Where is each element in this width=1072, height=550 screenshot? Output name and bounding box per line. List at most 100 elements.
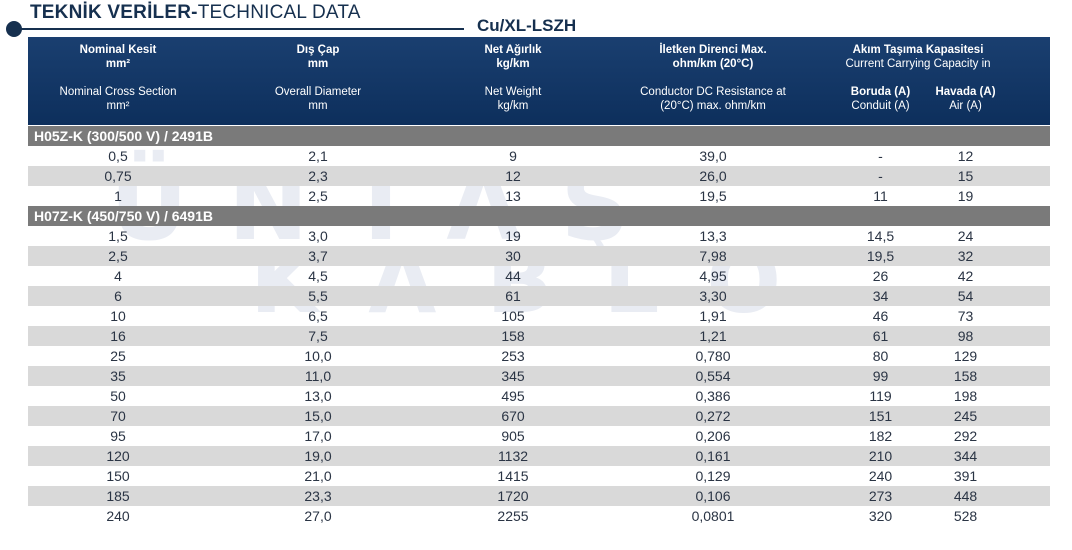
col-cross-section-en: Nominal Cross Section mm² xyxy=(59,86,177,112)
col-resistance-tr: İletken Direnci Max. ohm/km (20°C) xyxy=(659,44,767,70)
col-conduit: Boruda (A) Conduit (A) xyxy=(850,86,911,112)
cell-resistance: 0,161 xyxy=(695,448,731,464)
cell-resistance: 3,30 xyxy=(699,288,727,304)
cell-conduit: 26 xyxy=(872,268,889,284)
cell-cross-section: 25 xyxy=(110,348,126,364)
col-capacity-group: Akım Taşıma Kapasitesi Current Carrying C… xyxy=(845,44,991,70)
col-diameter-en: Overall Diameter mm xyxy=(274,86,362,112)
table-row: 10 6,5 105 1,91 46 73 xyxy=(28,306,1050,326)
col-air: Havada (A) Air (A) xyxy=(935,86,996,112)
cell-diameter: 3,0 xyxy=(308,228,328,244)
cell-resistance: 1,91 xyxy=(699,308,727,324)
cell-resistance: 4,95 xyxy=(699,268,727,284)
col-weight-tr: Net Ağırlık kg/km xyxy=(484,44,542,70)
cell-diameter: 7,5 xyxy=(308,328,328,344)
cell-cross-section: 16 xyxy=(110,328,126,344)
col-weight-en: Net Weight kg/km xyxy=(484,86,542,112)
cell-diameter: 5,5 xyxy=(308,288,328,304)
cell-resistance: 0,780 xyxy=(695,348,731,364)
cell-weight: 1132 xyxy=(497,448,529,464)
cell-diameter: 2,3 xyxy=(308,168,328,184)
table-row: 16 7,5 158 1,21 61 98 xyxy=(28,326,1050,346)
cell-weight: 13 xyxy=(505,188,521,204)
cell-diameter: 23,3 xyxy=(304,488,332,504)
cell-air: 391 xyxy=(953,468,978,484)
cell-conduit: 273 xyxy=(868,488,893,504)
cell-conduit: 14,5 xyxy=(866,228,895,244)
col-resistance-en: Conductor DC Resistance at (20°C) max. oh… xyxy=(640,86,786,112)
cell-resistance: 1,21 xyxy=(699,328,727,344)
table-row: 50 13,0 495 0,386 119 198 xyxy=(28,386,1050,406)
cell-cross-section: 50 xyxy=(110,388,126,404)
cell-air: 15 xyxy=(957,168,974,184)
cell-conduit: 99 xyxy=(872,368,889,384)
cell-conduit: 240 xyxy=(868,468,893,484)
cell-weight: 44 xyxy=(505,268,521,284)
cell-weight: 1720 xyxy=(497,488,529,504)
table-row: 120 19,0 1132 0,161 210 344 xyxy=(28,446,1050,466)
table-header: Nominal Kesit mm² Nominal Cross Section mm… xyxy=(28,37,1050,125)
cell-weight: 9 xyxy=(509,148,517,164)
cell-cross-section: 120 xyxy=(106,448,130,464)
cell-air: 448 xyxy=(953,488,978,504)
table-row: 4 4,5 44 4,95 26 42 xyxy=(28,266,1050,286)
cell-weight: 158 xyxy=(501,328,525,344)
cell-weight: 253 xyxy=(501,348,525,364)
cell-resistance: 0,129 xyxy=(695,468,731,484)
cell-diameter: 2,1 xyxy=(308,148,328,164)
cell-weight: 30 xyxy=(505,248,521,264)
table-row: 95 17,0 905 0,206 182 292 xyxy=(28,426,1050,446)
cell-weight: 2255 xyxy=(497,508,529,524)
cell-diameter: 19,0 xyxy=(304,448,332,464)
cell-conduit: 46 xyxy=(872,308,889,324)
cell-diameter: 2,5 xyxy=(308,188,328,204)
cell-diameter: 11,0 xyxy=(304,368,332,384)
cell-resistance: 13,3 xyxy=(699,228,727,244)
cell-cross-section: 0,5 xyxy=(108,148,128,164)
cell-air: 129 xyxy=(953,348,978,364)
table-row: 6 5,5 61 3,30 34 54 xyxy=(28,286,1050,306)
cell-conduit: - xyxy=(878,148,883,164)
cell-cross-section: 4 xyxy=(114,268,122,284)
cell-cross-section: 10 xyxy=(110,308,126,324)
cell-diameter: 13,0 xyxy=(304,388,332,404)
cell-resistance: 0,554 xyxy=(695,368,731,384)
cell-weight: 1415 xyxy=(497,468,529,484)
table-row: 0,5 2,1 9 39,0 - 12 xyxy=(28,146,1050,166)
section-header: H07Z-K (450/750 V) / 6491B xyxy=(28,206,1050,226)
cell-conduit: 19,5 xyxy=(866,248,895,264)
cell-resistance: 0,206 xyxy=(695,428,731,444)
page-header: TEKNİK VERİLER-TECHNICAL DATA Cu/XL-LSZH xyxy=(0,0,1072,40)
cell-conduit: 34 xyxy=(872,288,889,304)
table-row: 25 10,0 253 0,780 80 129 xyxy=(28,346,1050,366)
cell-weight: 12 xyxy=(505,168,521,184)
cell-cross-section: 150 xyxy=(106,468,130,484)
cell-air: 245 xyxy=(953,408,978,424)
cell-air: 98 xyxy=(957,328,974,344)
cell-cross-section: 95 xyxy=(110,428,126,444)
cell-air: 198 xyxy=(953,388,978,404)
cell-conduit: 80 xyxy=(872,348,889,364)
cell-conduit: 210 xyxy=(868,448,893,464)
cell-air: 292 xyxy=(953,428,978,444)
table-row: 240 27,0 2255 0,0801 320 528 xyxy=(28,506,1050,526)
table-row: 185 23,3 1720 0,106 273 448 xyxy=(28,486,1050,506)
cell-air: 42 xyxy=(957,268,974,284)
col-diameter-tr: Dış Çap mm xyxy=(296,44,340,70)
table-row: 70 15,0 670 0,272 151 245 xyxy=(28,406,1050,426)
table-row: 1 2,5 13 19,5 11 19 xyxy=(28,186,1050,206)
page-title: TEKNİK VERİLER-TECHNICAL DATA xyxy=(30,2,361,23)
cell-diameter: 3,7 xyxy=(308,248,328,264)
cell-weight: 495 xyxy=(501,388,525,404)
cell-diameter: 27,0 xyxy=(304,508,332,524)
cell-cross-section: 1,5 xyxy=(108,228,128,244)
cell-cross-section: 0,75 xyxy=(104,168,132,184)
cell-resistance: 0,386 xyxy=(695,388,731,404)
cell-weight: 345 xyxy=(501,368,525,384)
cell-diameter: 10,0 xyxy=(304,348,332,364)
cell-diameter: 4,5 xyxy=(308,268,328,284)
cell-conduit: 320 xyxy=(868,508,893,524)
table-row: 2,5 3,7 30 7,98 19,5 32 xyxy=(28,246,1050,266)
cell-conduit: 119 xyxy=(869,388,892,404)
cell-conduit: - xyxy=(878,168,883,184)
